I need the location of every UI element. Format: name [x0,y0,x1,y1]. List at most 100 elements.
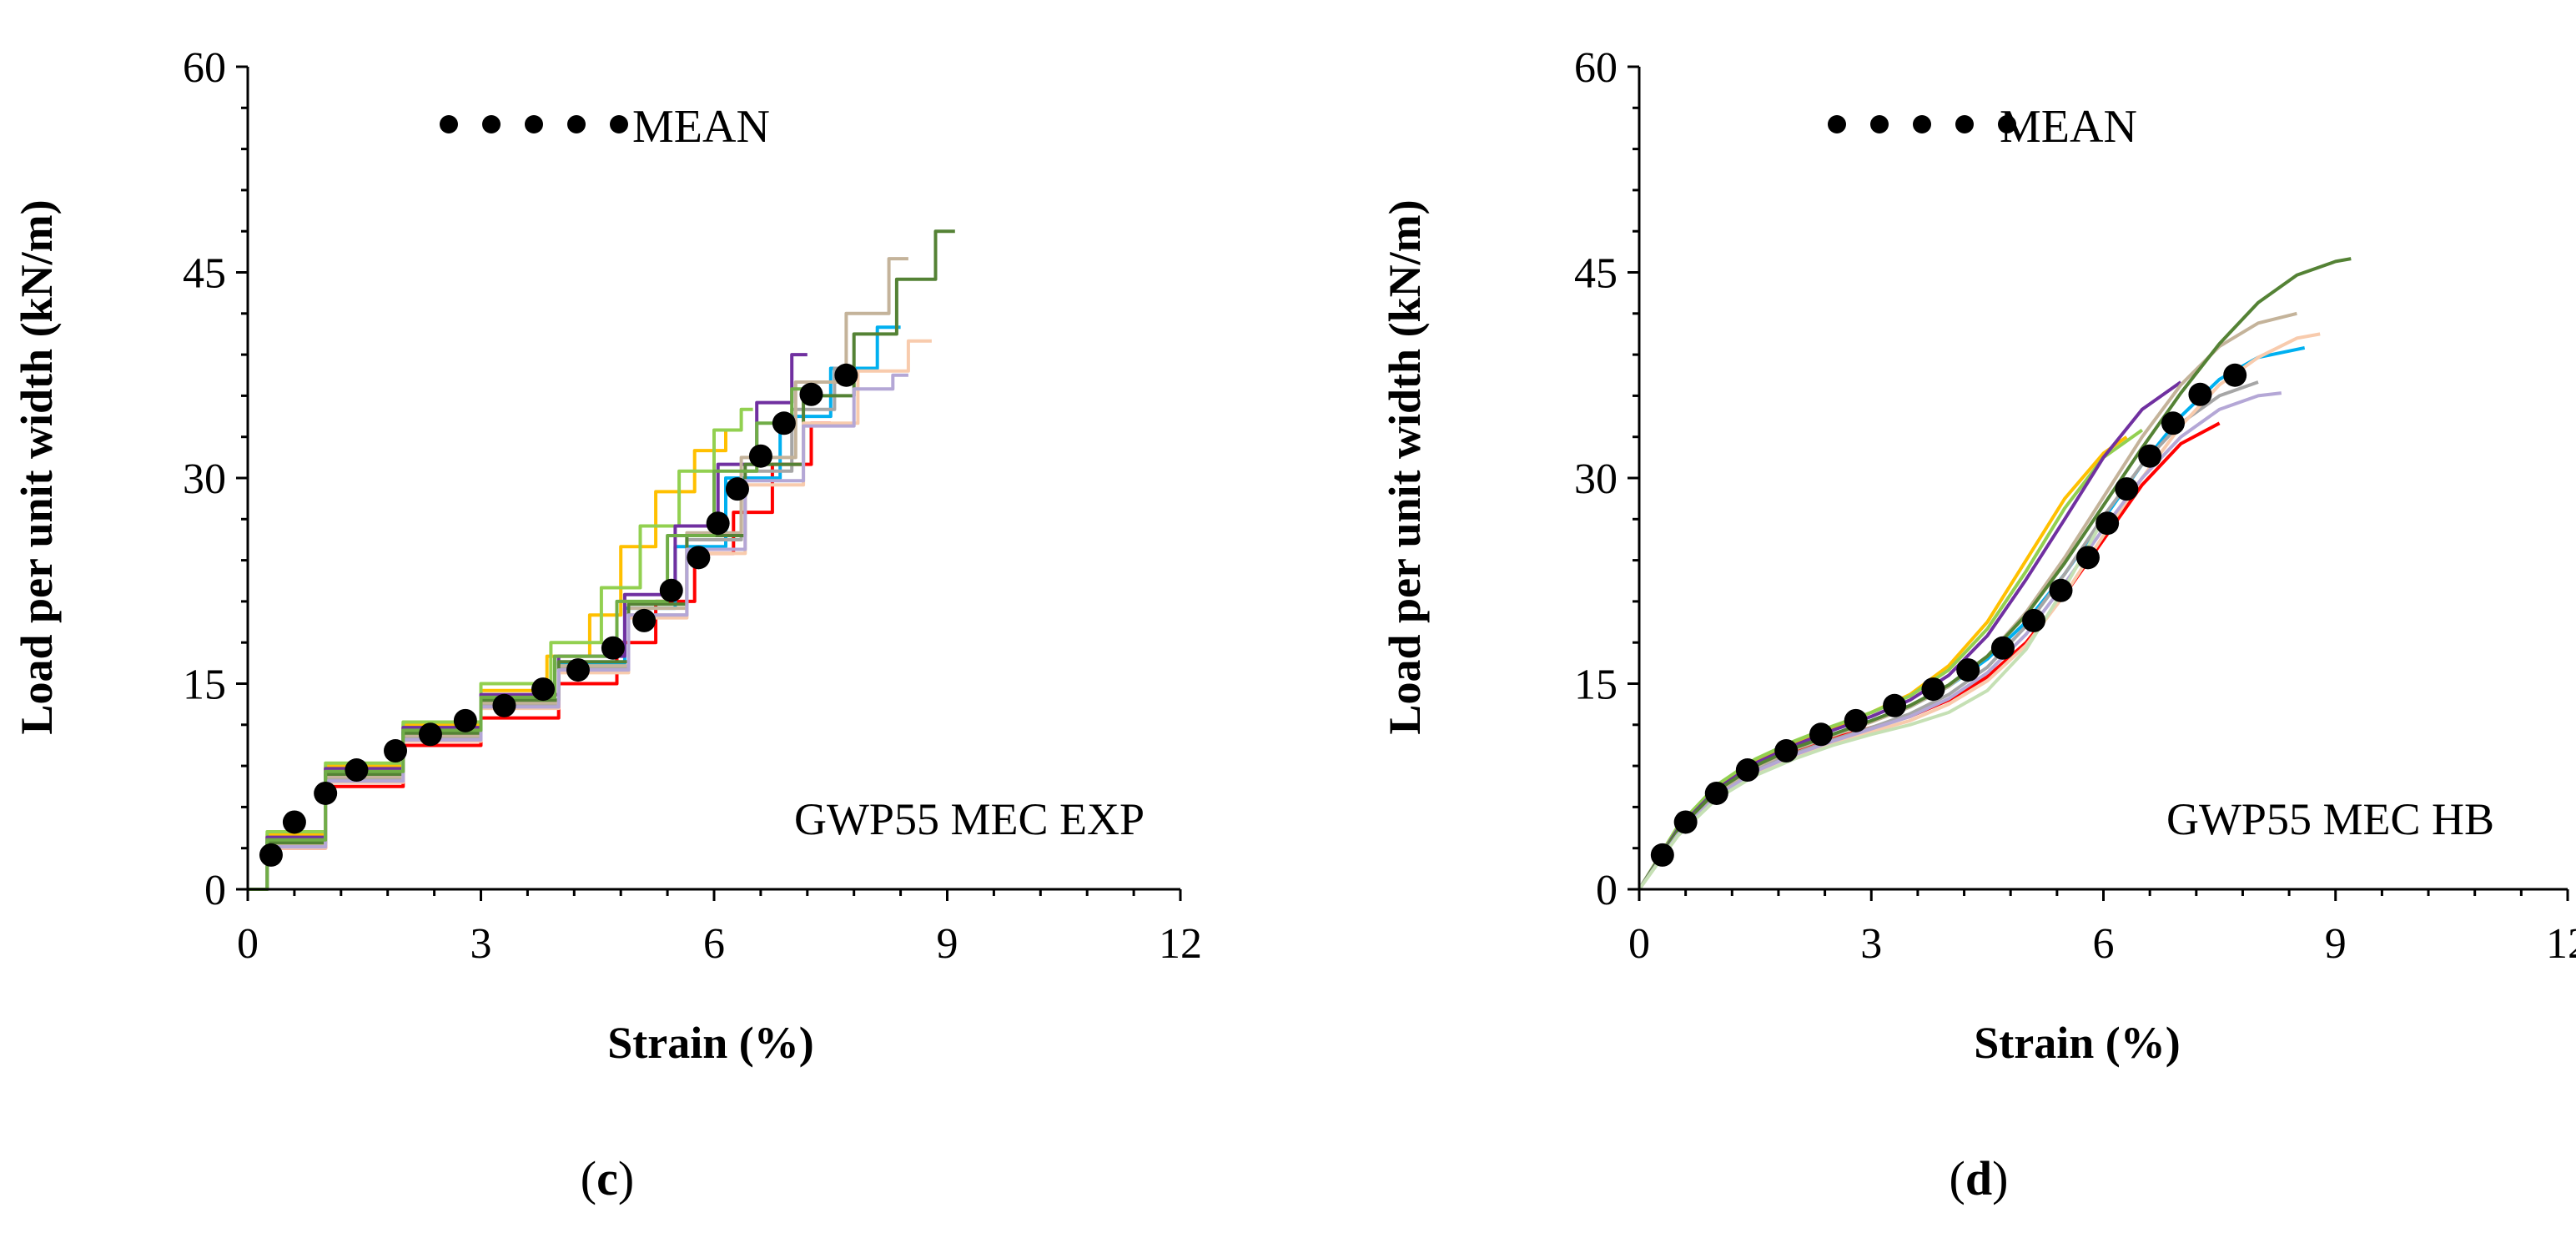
mean-point [2049,578,2073,602]
mean-point [492,693,516,717]
mean-point [1990,636,2015,660]
specimen-curve [248,428,737,891]
mean-point [2138,444,2162,468]
mean-point [1673,810,1698,834]
mean-markers-c [259,363,858,867]
mean-point [1883,693,1907,717]
legend-dot [1828,115,1846,133]
legend-dot [610,115,628,133]
specimen-curve [248,387,808,891]
legend-mean-label-d: MEAN [2000,101,2137,153]
y-tick-label: 45 [1574,250,1618,298]
mean-point [2161,411,2185,435]
panel-d: 0 15 30 45 60 0 3 6 9 12 Load per unit width (kN/… [1380,44,2576,1205]
mean-point [1650,843,1674,867]
legend-dot [440,115,458,133]
subplot-label-d: (d) [1950,1151,2009,1205]
y-tick-label: 15 [1574,662,1618,709]
mean-point [384,739,408,763]
x-tick-label: 3 [470,920,492,968]
x-axis-title-d: Strain (%) [1974,1018,2180,1068]
mean-point [531,677,556,702]
legend-d: MEAN [1828,101,2137,153]
mean-point [2188,382,2212,406]
legend-mean-label-c: MEAN [632,101,770,153]
mean-point [1921,677,1945,702]
legend-dot [1913,115,1931,133]
legend-dot [1998,115,2016,133]
specimen-curve [1638,518,2106,891]
x-tick-label: 3 [1860,920,1882,968]
specimen-curve [248,407,753,891]
mean-point [748,444,772,468]
panel-annotation-d: GWP55 MEC HB [2166,794,2494,844]
specimen-curve [248,373,908,891]
x-tick-label: 9 [937,920,958,968]
mean-point [834,363,858,387]
y-tick-label: 30 [1574,455,1618,503]
x-axis-title-c: Strain (%) [607,1018,813,1068]
x-tick-label: 0 [1628,920,1650,968]
mean-point [2075,546,2100,570]
mean-point [706,511,730,536]
specimen-curves-c [248,229,955,891]
y-tick-label: 45 [183,250,226,298]
mean-point [345,758,369,783]
legend-dot [1955,115,1974,133]
legend-dot [567,115,586,133]
mean-point [314,781,338,805]
mean-point [601,636,625,660]
mean-point [1704,781,1728,805]
panel-c: 0 15 30 45 60 0 3 6 9 12 Load per unit width (kN/… [12,44,1202,1205]
specimen-curve [1638,435,2128,891]
legend-dot [1870,115,1889,133]
mean-point [2022,608,2046,632]
mean-point [1735,758,1759,783]
mean-point [1844,708,1868,732]
mean-point [566,658,590,682]
legend-mean-marker-d [1828,115,2016,133]
mean-point [725,477,749,501]
mean-point [259,843,283,867]
mean-point [1809,722,1833,747]
legend-mean-marker-c [440,115,628,133]
mean-point [2115,477,2139,501]
y-tick-label: 0 [1596,867,1618,914]
axes-c: 0 15 30 45 60 0 3 6 9 12 [183,44,1202,968]
mean-markers-d [1650,363,2247,867]
y-axis-title-c: Load per unit width (kN/m) [12,199,62,734]
y-axis-title-d: Load per unit width (kN/m) [1380,199,1430,734]
mean-point [659,578,683,602]
mean-point [1956,658,1980,682]
y-tick-label: 0 [204,867,226,914]
specimen-curve [248,229,955,891]
x-tick-label: 6 [703,920,725,968]
legend-dot [525,115,543,133]
mean-point [799,382,823,406]
mean-point [632,608,657,632]
mean-point [2223,363,2247,387]
x-tick-label: 0 [237,920,259,968]
mean-point [1774,739,1799,763]
mean-point [418,722,442,747]
specimen-curve [248,353,808,891]
mean-point [2096,511,2120,536]
panel-annotation-c: GWP55 MEC EXP [794,794,1145,844]
specimen-curve [1638,257,2352,891]
x-tick-label: 6 [2093,920,2115,968]
subplot-label-c: (c) [581,1151,634,1205]
x-tick-label: 12 [2546,920,2576,968]
legend-c: MEAN [440,101,770,153]
mean-point [282,810,306,834]
y-tick-label: 30 [183,455,226,503]
y-tick-label: 60 [183,44,226,92]
mean-point [772,411,796,435]
x-tick-label: 9 [2325,920,2347,968]
x-tick-label: 12 [1159,920,1202,968]
mean-point [687,546,711,570]
mean-point [453,708,477,732]
y-tick-label: 60 [1574,44,1618,92]
y-tick-label: 15 [183,662,226,709]
specimen-curve [1638,428,2144,891]
